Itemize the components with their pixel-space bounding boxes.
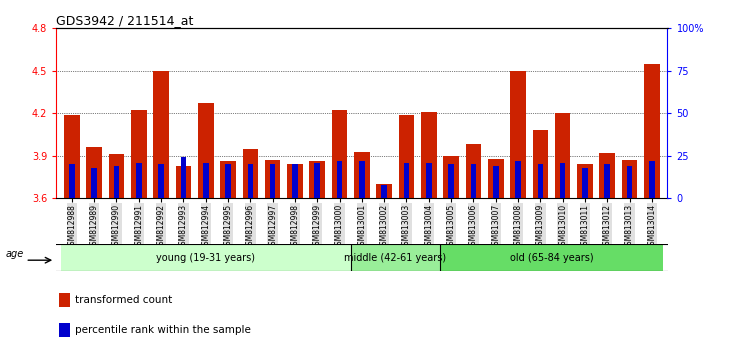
- Bar: [376, 184, 392, 198]
- Bar: [131, 110, 146, 198]
- Bar: [69, 164, 75, 198]
- Bar: [351, 244, 440, 271]
- Bar: [225, 164, 231, 198]
- Text: old (65-84 years): old (65-84 years): [510, 252, 593, 263]
- Bar: [622, 160, 638, 198]
- Bar: [181, 158, 186, 198]
- Bar: [578, 164, 592, 198]
- Bar: [404, 162, 410, 198]
- Bar: [92, 168, 97, 198]
- Bar: [443, 156, 459, 198]
- Bar: [310, 161, 325, 198]
- Bar: [399, 115, 414, 198]
- Text: percentile rank within the sample: percentile rank within the sample: [74, 325, 250, 335]
- Text: GDS3942 / 211514_at: GDS3942 / 211514_at: [56, 14, 194, 27]
- Bar: [493, 166, 499, 198]
- Bar: [560, 162, 566, 198]
- Bar: [109, 154, 124, 198]
- Bar: [515, 161, 520, 198]
- Bar: [644, 64, 660, 198]
- Bar: [114, 166, 119, 198]
- Bar: [649, 161, 655, 198]
- Bar: [627, 166, 632, 198]
- Bar: [153, 71, 169, 198]
- Bar: [332, 110, 347, 198]
- Bar: [176, 166, 191, 198]
- Bar: [158, 164, 164, 198]
- Bar: [270, 164, 275, 198]
- Bar: [359, 161, 364, 198]
- Text: age: age: [6, 249, 24, 258]
- Bar: [337, 161, 342, 198]
- Bar: [61, 244, 351, 271]
- Bar: [466, 144, 482, 198]
- Bar: [354, 152, 370, 198]
- Bar: [59, 323, 70, 337]
- Bar: [510, 71, 526, 198]
- Bar: [488, 159, 503, 198]
- Bar: [382, 185, 387, 198]
- Bar: [314, 162, 320, 198]
- Bar: [242, 149, 258, 198]
- Bar: [538, 164, 543, 198]
- Text: middle (42-61 years): middle (42-61 years): [344, 252, 446, 263]
- Bar: [555, 113, 571, 198]
- Bar: [59, 293, 70, 307]
- Bar: [220, 161, 236, 198]
- Bar: [292, 164, 298, 198]
- Bar: [604, 164, 610, 198]
- Bar: [203, 162, 208, 198]
- Bar: [532, 130, 548, 198]
- Bar: [136, 162, 142, 198]
- Bar: [248, 164, 253, 198]
- Text: transformed count: transformed count: [74, 295, 172, 306]
- Bar: [86, 147, 102, 198]
- Bar: [471, 164, 476, 198]
- Text: young (19-31 years): young (19-31 years): [156, 252, 255, 263]
- Bar: [287, 164, 303, 198]
- Bar: [440, 244, 663, 271]
- Bar: [421, 112, 436, 198]
- Bar: [265, 160, 280, 198]
- Bar: [599, 153, 615, 198]
- Bar: [582, 168, 588, 198]
- Bar: [426, 162, 431, 198]
- Bar: [198, 103, 214, 198]
- Bar: [448, 164, 454, 198]
- Bar: [64, 115, 80, 198]
